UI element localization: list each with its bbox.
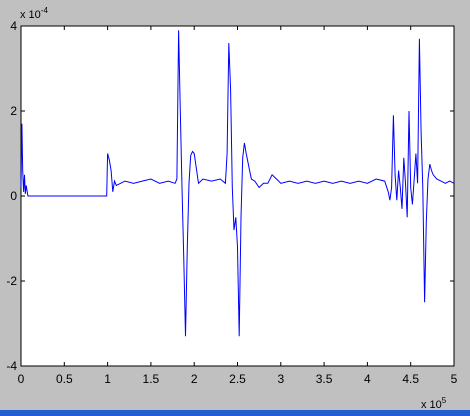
y-tick-label: 0 xyxy=(10,189,17,203)
y-tick-label: -2 xyxy=(6,274,17,288)
x-tick-label: 3.5 xyxy=(316,372,333,386)
x-tick-label: 0.5 xyxy=(56,372,73,386)
x-tick-label: 5 xyxy=(451,372,458,386)
y-tick-label: 2 xyxy=(10,104,17,118)
x-tick-label: 0 xyxy=(18,372,25,386)
x-tick-label: 1 xyxy=(104,372,111,386)
y-tick-label: -4 xyxy=(6,359,17,373)
y-tick-label: 4 xyxy=(10,19,17,33)
x-tick-label: 4 xyxy=(364,372,371,386)
window-taskbar-strip xyxy=(0,410,470,416)
series-line xyxy=(20,30,455,337)
x-tick-label: 1.5 xyxy=(143,372,160,386)
x-tick-label: 2 xyxy=(191,372,198,386)
x-tick-label: 3 xyxy=(277,372,284,386)
x-exponent: 5 xyxy=(442,396,447,405)
x-tick-label: 4.5 xyxy=(402,372,419,386)
x-exponent-label: x 105 xyxy=(421,396,447,411)
x-tick-label: 2.5 xyxy=(229,372,246,386)
y-exponent: -4 xyxy=(41,6,49,15)
y-exponent-label: x 10-4 xyxy=(20,6,48,21)
